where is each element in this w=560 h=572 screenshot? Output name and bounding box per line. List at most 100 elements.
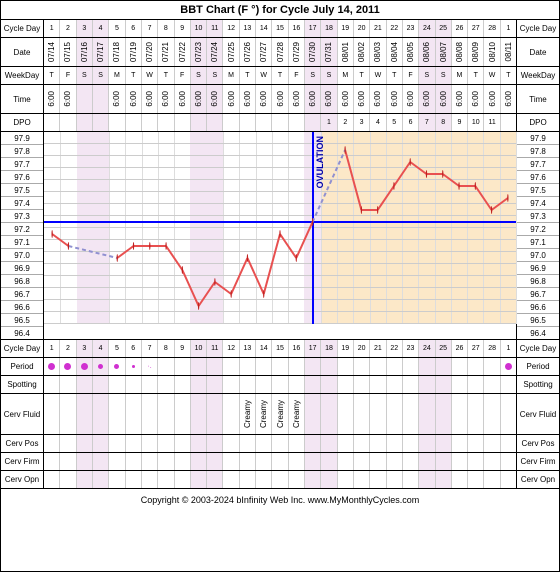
cell: 08/05 <box>403 38 419 66</box>
chart-title: BBT Chart (F °) for Cycle July 14, 2011 <box>1 1 559 20</box>
cell <box>191 471 207 488</box>
cell <box>305 394 321 434</box>
cell <box>468 435 484 452</box>
cell <box>272 435 288 452</box>
cell: T <box>126 67 142 84</box>
cell: Creamy <box>240 394 256 434</box>
cell: 6:00 <box>44 85 60 113</box>
cell: 12 <box>223 340 239 357</box>
cell <box>223 376 239 393</box>
cell <box>44 394 60 434</box>
cell: 6:00 <box>207 85 223 113</box>
cell <box>109 435 125 452</box>
label-cycle-day-right: Cycle Day <box>516 20 559 37</box>
period-cell: ·. <box>142 358 158 375</box>
cell: 7 <box>419 114 435 131</box>
cell: M <box>452 67 468 84</box>
cell <box>142 376 158 393</box>
cell: 1 <box>44 340 60 357</box>
cell <box>289 114 305 131</box>
cell <box>419 394 435 434</box>
cell <box>77 471 93 488</box>
label-cerv-opn-right: Cerv Opn <box>516 471 559 488</box>
cell <box>240 114 256 131</box>
cell: 08/07 <box>436 38 452 66</box>
cell: 12 <box>223 20 239 37</box>
cell: 14 <box>256 20 272 37</box>
cell <box>452 394 468 434</box>
period-cell <box>338 358 354 375</box>
cell <box>272 471 288 488</box>
cell: 1 <box>44 20 60 37</box>
cell: 6:00 <box>191 85 207 113</box>
cell <box>403 376 419 393</box>
cell <box>484 453 500 470</box>
cell <box>191 114 207 131</box>
row-weekday: WeekDay TFSSMTWTFSSMTWTFSSMTWTFSSMTWT We… <box>1 67 559 85</box>
period-dot-med <box>98 364 103 369</box>
cell: 13 <box>240 20 256 37</box>
temp-scale-value: 96.8 <box>1 275 43 288</box>
cell <box>321 453 337 470</box>
cell: 13 <box>240 340 256 357</box>
row-time: Time 6:006:006:006:006:006:006:006:006:0… <box>1 85 559 114</box>
cell: 6:00 <box>175 85 191 113</box>
cell <box>468 471 484 488</box>
cell <box>452 435 468 452</box>
cell: F <box>175 67 191 84</box>
row-cerv-pos: Cerv Pos Cerv Pos <box>1 435 559 453</box>
cell <box>93 85 109 113</box>
cell <box>126 453 142 470</box>
cell <box>403 453 419 470</box>
cell <box>142 394 158 434</box>
cell: 27 <box>468 20 484 37</box>
cell: 6:00 <box>158 85 174 113</box>
cell <box>158 435 174 452</box>
cell <box>370 394 386 434</box>
cell: 6:00 <box>60 85 76 113</box>
label-cerv-pos-left: Cerv Pos <box>1 435 44 452</box>
period-cell <box>175 358 191 375</box>
cell <box>501 376 516 393</box>
label-cerv-firm-right: Cerv Firm <box>516 453 559 470</box>
cell <box>223 114 239 131</box>
period-cell <box>354 358 370 375</box>
cell: 24 <box>419 20 435 37</box>
cell: W <box>142 67 158 84</box>
period-cell <box>501 358 516 375</box>
cell: 14 <box>256 340 272 357</box>
cell <box>436 376 452 393</box>
cell: T <box>501 67 516 84</box>
cell <box>305 435 321 452</box>
cell <box>452 376 468 393</box>
period-cell <box>272 358 288 375</box>
cell <box>256 435 272 452</box>
cell: 17 <box>305 340 321 357</box>
cell <box>387 453 403 470</box>
cell: 19 <box>338 340 354 357</box>
cell <box>126 376 142 393</box>
cell: M <box>109 67 125 84</box>
cell: 20 <box>354 340 370 357</box>
cell: 10 <box>468 114 484 131</box>
cell <box>501 394 516 434</box>
cell: 16 <box>289 340 305 357</box>
cell <box>484 394 500 434</box>
cell: 28 <box>484 340 500 357</box>
cell <box>175 435 191 452</box>
period-cell <box>77 358 93 375</box>
cell <box>338 453 354 470</box>
cell: T <box>468 67 484 84</box>
cell <box>93 453 109 470</box>
cell <box>175 471 191 488</box>
cell <box>93 394 109 434</box>
cell <box>436 435 452 452</box>
cell <box>468 394 484 434</box>
cell: 6:00 <box>484 85 500 113</box>
cell <box>175 453 191 470</box>
cell <box>305 376 321 393</box>
cell: 07/31 <box>321 38 337 66</box>
cell: 6:00 <box>126 85 142 113</box>
cell <box>207 471 223 488</box>
cell: 07/14 <box>44 38 60 66</box>
